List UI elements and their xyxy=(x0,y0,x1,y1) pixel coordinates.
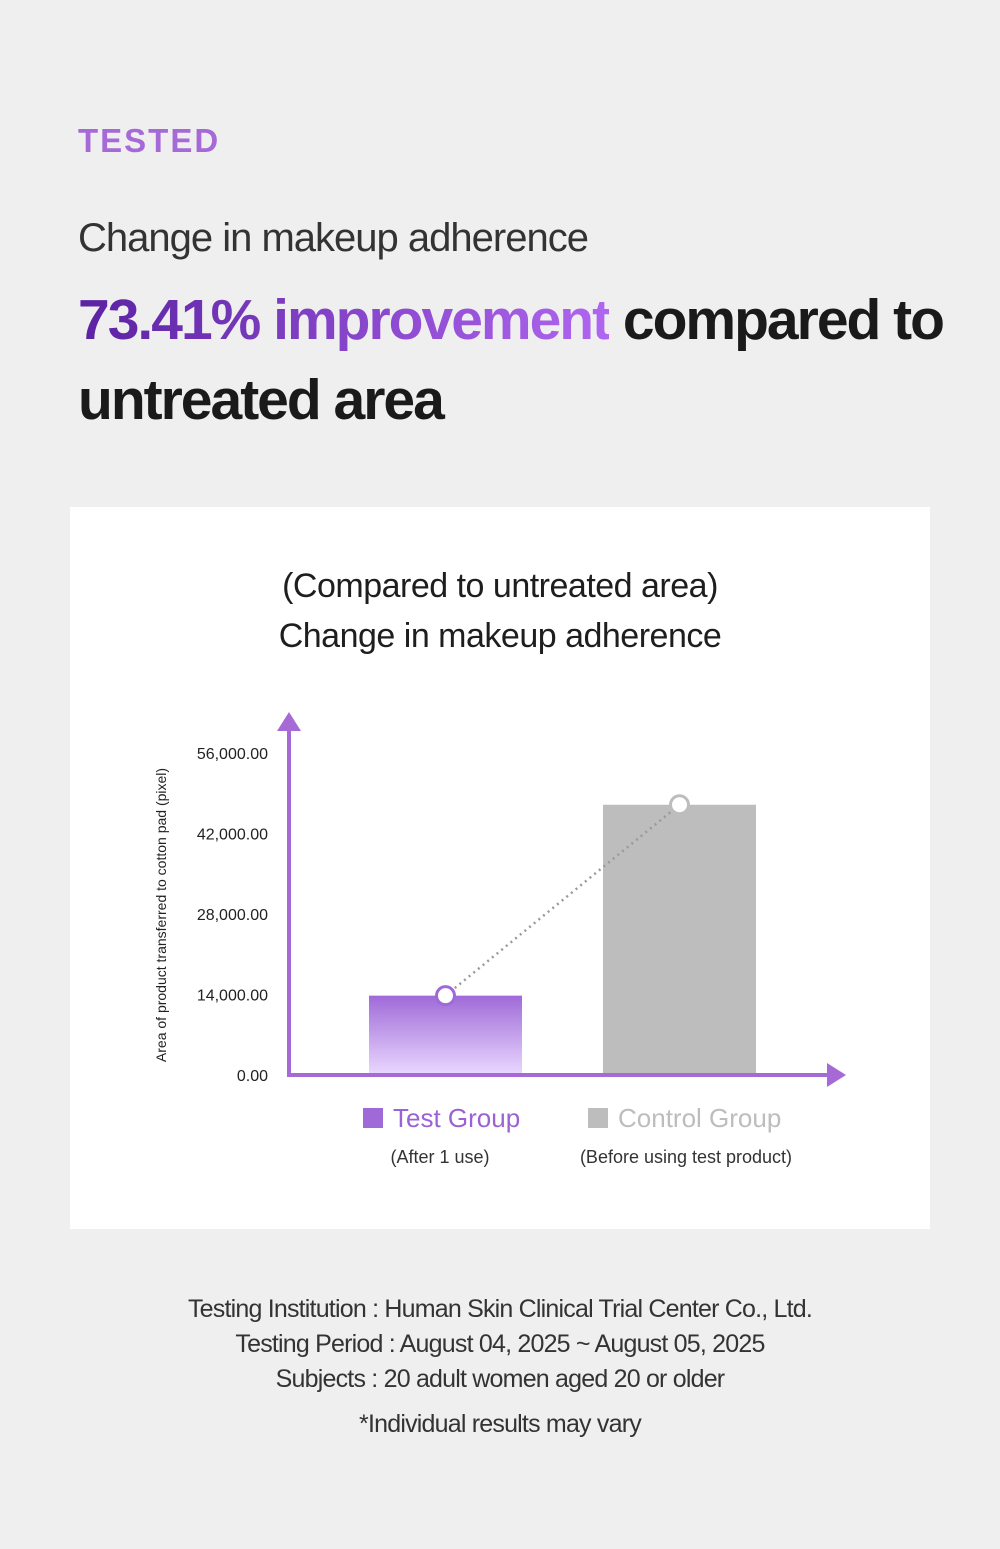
y-tick-label: 0.00 xyxy=(237,1068,268,1085)
y-axis-arrow xyxy=(277,712,301,731)
legend-note-control: (Before using test product) xyxy=(579,1147,793,1167)
chart-card: (Compared to untreated area) Change in m… xyxy=(70,507,930,1229)
y-axis-label: Area of product transferred to cotton pa… xyxy=(153,768,169,1062)
legend-note-test: (After 1 use) xyxy=(390,1147,490,1167)
legend-test: Test Group xyxy=(363,1103,520,1134)
headline: 73.41% improvement compared to untreated… xyxy=(78,280,958,440)
y-tick-label: 28,000.00 xyxy=(197,907,268,924)
legend-label-test: Test Group xyxy=(393,1103,521,1133)
legend-label-control: Control Group xyxy=(618,1103,782,1133)
footer-note: *Individual results may vary xyxy=(359,1410,642,1438)
y-tick-label: 56,000.00 xyxy=(197,746,268,763)
connector-line xyxy=(444,803,681,997)
y-tick-label: 14,000.00 xyxy=(197,988,268,1005)
x-axis-arrow xyxy=(827,1063,846,1087)
y-tick-label: 42,000.00 xyxy=(197,827,268,844)
legend-swatch-test xyxy=(363,1108,383,1128)
chart-title-line-2: Change in makeup adherence xyxy=(278,617,722,655)
footer-line-period: Testing Period : August 04, 2025 ~ Augus… xyxy=(235,1330,765,1358)
footer-line-institution: Testing Institution : Human Skin Clinica… xyxy=(187,1295,813,1323)
headline-rest: compared to untreated area xyxy=(78,288,945,432)
legend-control: Control Group xyxy=(588,1103,781,1134)
legend-swatch-control xyxy=(588,1108,608,1128)
bar-test-group xyxy=(369,995,522,1075)
subheadline: Change in makeup adherence xyxy=(78,216,589,260)
headline-highlight: 73.41% improvement xyxy=(78,288,611,352)
point-test-group xyxy=(435,985,456,1007)
chart-title-line-1: (Compared to untreated area) xyxy=(282,567,718,605)
tested-tag: TESTED xyxy=(78,122,221,159)
bar-chart: Area of product transferred to cotton pa… xyxy=(153,712,846,1087)
chart-title: (Compared to untreated area) Change in m… xyxy=(70,561,930,661)
bar-control-group xyxy=(603,804,756,1075)
footer-line-subjects: Subjects : 20 adult women aged 20 or old… xyxy=(275,1365,725,1393)
point-control-group xyxy=(669,794,690,816)
footer: Testing Institution : Human Skin Clinica… xyxy=(0,1292,1000,1442)
